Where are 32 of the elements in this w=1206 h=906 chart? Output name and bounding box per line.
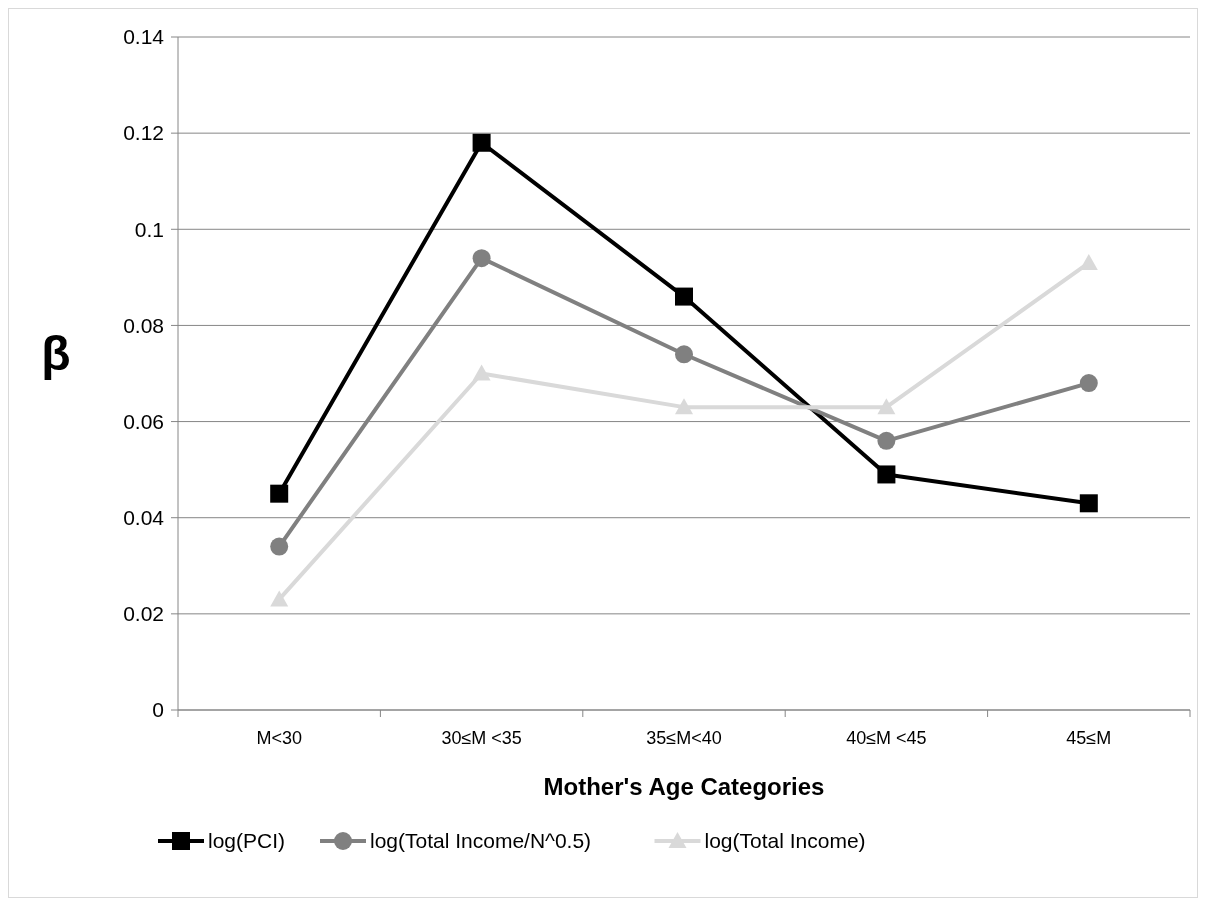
y-tick-label: 0: [152, 698, 164, 722]
legend-label: log(PCI): [208, 829, 286, 853]
y-tick-label: 0.02: [123, 602, 164, 626]
x-tick-label: 45≤M: [1066, 728, 1112, 748]
y-tick-label: 0.12: [123, 121, 164, 145]
point: [472, 364, 491, 381]
point: [270, 590, 289, 607]
legend-label: log(Total Income/N^0.5): [370, 829, 592, 853]
x-tick-label: 30≤M <35: [441, 728, 522, 748]
y-tick-label: 0.04: [123, 506, 165, 530]
point: [877, 398, 896, 415]
y-tick-label: 0.08: [123, 313, 164, 337]
legend-label: log(Total Income): [704, 829, 866, 853]
point: [877, 431, 896, 450]
x-tick-label: 40≤M <45: [846, 728, 927, 748]
x-tick-label: M<30: [256, 728, 302, 748]
point: [675, 398, 693, 415]
point: [1079, 494, 1098, 513]
y-tick-label: 0.06: [123, 409, 164, 433]
point: [472, 133, 491, 152]
point: [675, 287, 693, 306]
point: [1079, 374, 1098, 393]
point: [675, 345, 693, 364]
y-tick-label: 0.14: [123, 25, 165, 49]
x-tick-label: 35≤M<40: [646, 728, 722, 748]
y-tick-label: 0.1: [134, 217, 164, 241]
point: [270, 537, 289, 556]
point: [472, 249, 491, 268]
point: [877, 465, 896, 484]
point: [270, 484, 289, 503]
y-axis-title: β: [41, 327, 71, 381]
x-axis-title: Mother's Age Categories: [543, 773, 825, 800]
